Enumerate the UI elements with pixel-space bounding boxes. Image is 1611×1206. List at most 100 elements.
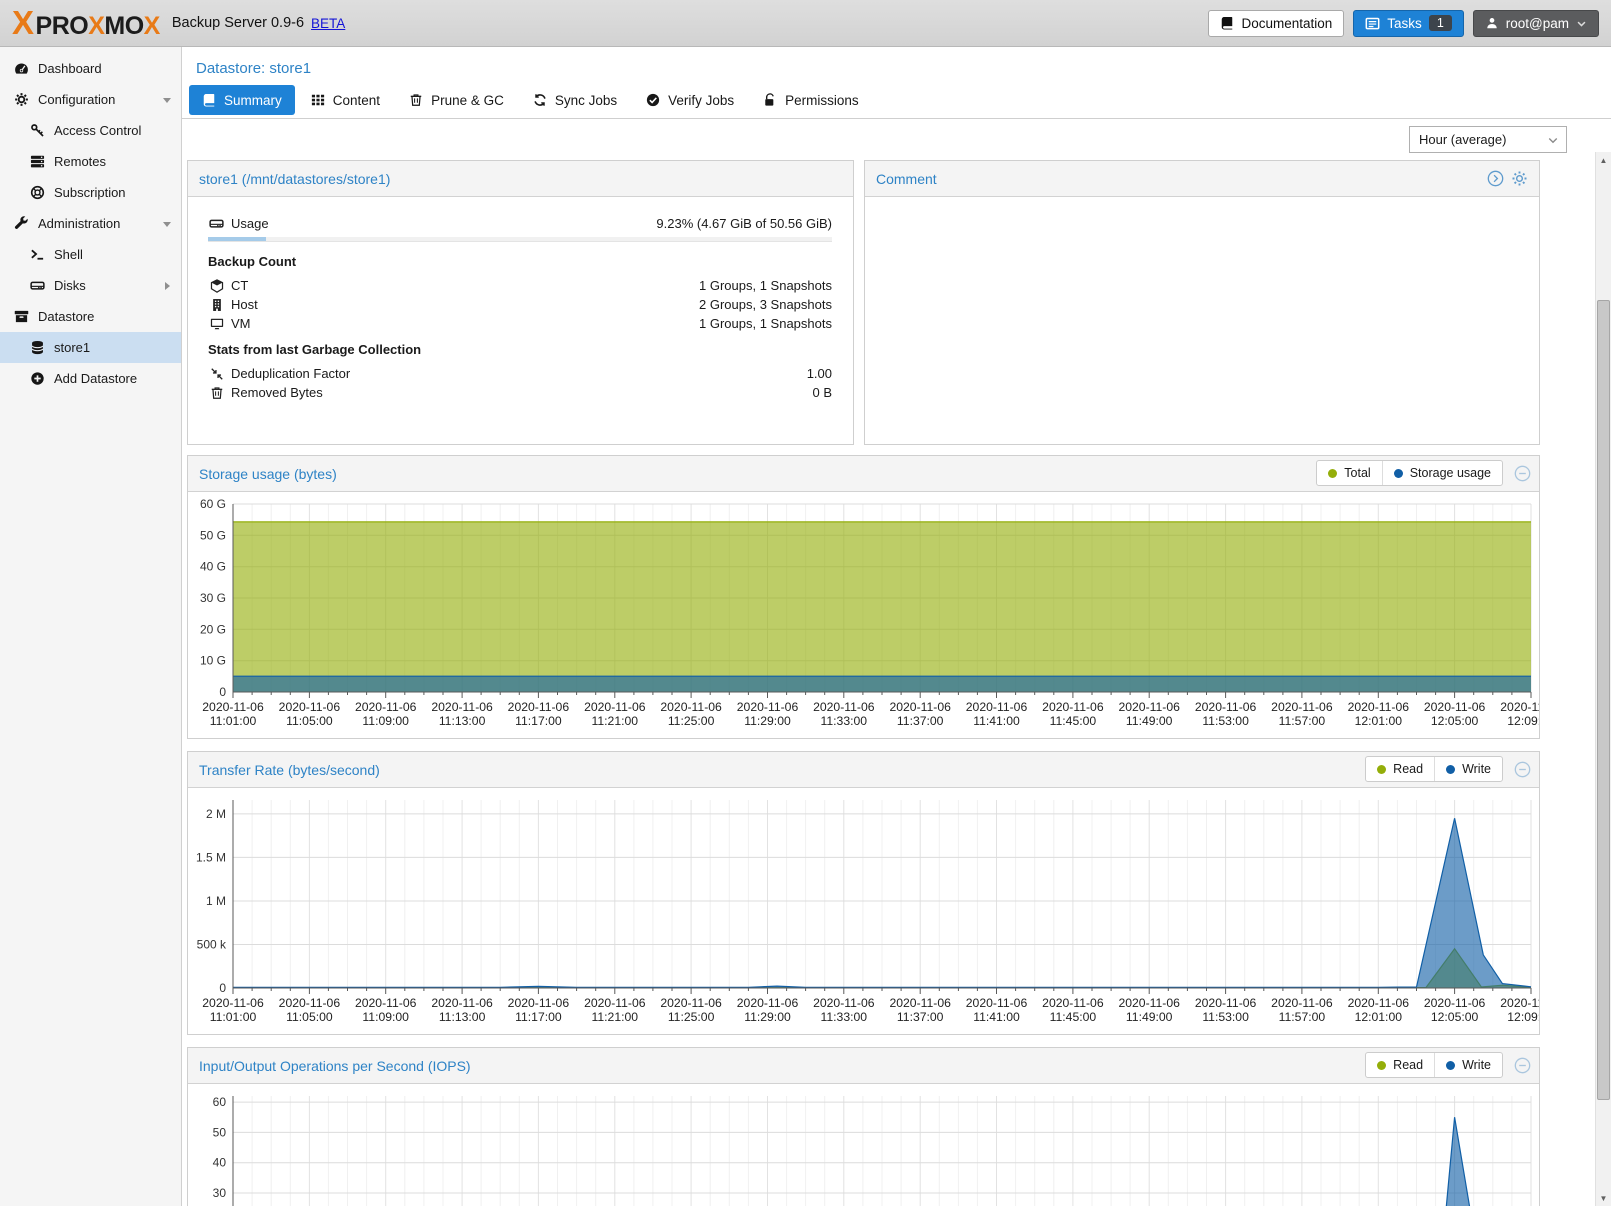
svg-text:2020-11-06: 2020-11-06 <box>202 996 264 1010</box>
hdd-icon <box>28 278 47 293</box>
sidebar-item-subscription[interactable]: Subscription <box>0 177 181 208</box>
svg-text:500 k: 500 k <box>197 938 227 952</box>
minus-circle-icon[interactable] <box>1514 1057 1531 1074</box>
svg-text:60 G: 60 G <box>200 497 226 511</box>
vertical-scrollbar[interactable]: ▲ ▼ <box>1595 152 1611 1206</box>
remotes-icon <box>28 154 47 169</box>
tasks-list-icon <box>1365 16 1380 31</box>
brand-letter: MO <box>104 12 144 40</box>
trash-icon <box>208 386 225 400</box>
storage-usage-chart-panel: Storage usage (bytes) Total Storage usage… <box>187 455 1540 739</box>
sidebar-item-label: Access Control <box>54 123 142 138</box>
stat-value: 1.00 <box>806 366 832 381</box>
stat-row: VM 1 Groups, 1 Snapshots <box>208 314 832 333</box>
sidebar-item-disks[interactable]: Disks <box>0 270 181 301</box>
compress-icon <box>208 367 225 381</box>
stat-label: Deduplication Factor <box>231 366 351 381</box>
scrollbar-down-button[interactable]: ▼ <box>1599 1193 1608 1203</box>
svg-text:2020-11-06: 2020-11-06 <box>1500 700 1539 714</box>
tab-prune-gc[interactable]: Prune & GC <box>396 85 517 115</box>
scrollbar-up-button[interactable]: ▲ <box>1599 155 1608 165</box>
user-menu-button[interactable]: root@pam <box>1472 9 1599 37</box>
caret-right-icon[interactable] <box>162 281 172 291</box>
tab-verify-jobs[interactable]: Verify Jobs <box>633 85 747 115</box>
gear-icon[interactable] <box>1511 170 1528 187</box>
tab-content[interactable]: Content <box>298 85 393 115</box>
legend-label: Read <box>1393 762 1424 776</box>
tasks-button[interactable]: Tasks 1 <box>1353 9 1464 37</box>
stat-row: CT 1 Groups, 1 Snapshots <box>208 276 832 295</box>
sidebar-item-store1[interactable]: store1 <box>0 332 181 363</box>
legend-item: Storage usage <box>1381 461 1502 485</box>
svg-text:2020-11-06: 2020-11-06 <box>279 996 341 1010</box>
chart-legend: Read Write <box>1365 756 1503 782</box>
svg-text:2020-11-06: 2020-11-06 <box>1348 700 1410 714</box>
svg-text:12:09:00: 12:09:00 <box>1507 1010 1539 1024</box>
legend-label: Storage usage <box>1409 466 1491 480</box>
sidebar-item-label: Datastore <box>38 309 95 324</box>
usage-progress-fill <box>208 237 266 241</box>
legend-label: Read <box>1393 1058 1424 1072</box>
stat-label: VM <box>231 316 251 331</box>
svg-text:2020-11-06: 2020-11-06 <box>202 700 264 714</box>
legend-item: Read <box>1366 1053 1434 1077</box>
sidebar-item-shell[interactable]: Shell <box>0 239 181 270</box>
comment-panel: Comment <box>864 160 1540 445</box>
svg-text:11:37:00: 11:37:00 <box>897 714 944 728</box>
minus-circle-icon[interactable] <box>1514 761 1531 778</box>
stat-value: 1 Groups, 1 Snapshots <box>699 278 832 293</box>
sidebar-item-remotes[interactable]: Remotes <box>0 146 181 177</box>
caret-down-icon[interactable] <box>162 219 172 229</box>
svg-text:11:57:00: 11:57:00 <box>1279 1010 1326 1024</box>
svg-text:2020-11-06: 2020-11-06 <box>889 996 951 1010</box>
svg-text:40: 40 <box>213 1156 227 1170</box>
svg-text:2020-11-06: 2020-11-06 <box>279 700 341 714</box>
panel-header: store1 (/mnt/datastores/store1) <box>188 161 853 197</box>
sidebar-item-configuration[interactable]: Configuration <box>0 84 181 115</box>
proxmox-logo: X PRO X MO X <box>12 4 160 42</box>
user-label: root@pam <box>1505 15 1569 31</box>
svg-text:11:33:00: 11:33:00 <box>821 714 868 728</box>
tab-sync-jobs[interactable]: Sync Jobs <box>520 85 630 115</box>
svg-text:11:17:00: 11:17:00 <box>515 1010 562 1024</box>
scrollbar-thumb[interactable] <box>1597 300 1610 1100</box>
tab-separator <box>182 118 1611 119</box>
beta-link[interactable]: BETA <box>311 15 346 31</box>
panel-header: Storage usage (bytes) Total Storage usage <box>188 456 1539 492</box>
sidebar-item-administration[interactable]: Administration <box>0 208 181 239</box>
sidebar-item-add-datastore[interactable]: Add Datastore <box>0 363 181 394</box>
caret-down-icon[interactable] <box>162 95 172 105</box>
sidebar-item-access-control[interactable]: Access Control <box>0 115 181 146</box>
svg-text:1 M: 1 M <box>206 894 226 908</box>
svg-text:11:49:00: 11:49:00 <box>1126 1010 1173 1024</box>
tab-summary[interactable]: Summary <box>189 85 295 115</box>
svg-text:11:13:00: 11:13:00 <box>439 1010 486 1024</box>
svg-text:11:45:00: 11:45:00 <box>1050 1010 1097 1024</box>
documentation-button[interactable]: Documentation <box>1208 9 1345 37</box>
minus-circle-icon[interactable] <box>1514 465 1531 482</box>
svg-text:11:01:00: 11:01:00 <box>210 1010 257 1024</box>
tab-permissions[interactable]: Permissions <box>750 85 872 115</box>
panel-title: Comment <box>876 170 937 187</box>
svg-text:2020-11-06: 2020-11-06 <box>889 700 951 714</box>
chart-title: Storage usage (bytes) <box>199 465 337 482</box>
legend-dot <box>1446 1060 1456 1070</box>
legend-item: Read <box>1366 757 1434 781</box>
sidebar-nav: Dashboard Configuration Access Control Remo… <box>0 47 182 1206</box>
svg-text:12:09:00: 12:09:00 <box>1507 714 1539 728</box>
chevron-down-icon <box>1576 18 1587 29</box>
svg-text:2020-11-06: 2020-11-06 <box>660 700 722 714</box>
comment-body[interactable] <box>865 197 1539 444</box>
gc-stats-title: Stats from last Garbage Collection <box>208 342 422 357</box>
check-circle-icon <box>646 93 660 107</box>
legend-label: Write <box>1462 762 1491 776</box>
timeframe-select[interactable]: Hour (average) <box>1409 126 1567 153</box>
svg-text:0: 0 <box>219 981 226 995</box>
sidebar-item-datastore[interactable]: Datastore <box>0 301 181 332</box>
svg-text:11:05:00: 11:05:00 <box>286 1010 333 1024</box>
svg-text:11:25:00: 11:25:00 <box>668 714 715 728</box>
sidebar-item-dashboard[interactable]: Dashboard <box>0 53 181 84</box>
sidebar-item-label: Shell <box>54 247 83 262</box>
chevron-right-circle-icon[interactable] <box>1487 170 1504 187</box>
page-title: Datastore: store1 <box>196 60 312 77</box>
